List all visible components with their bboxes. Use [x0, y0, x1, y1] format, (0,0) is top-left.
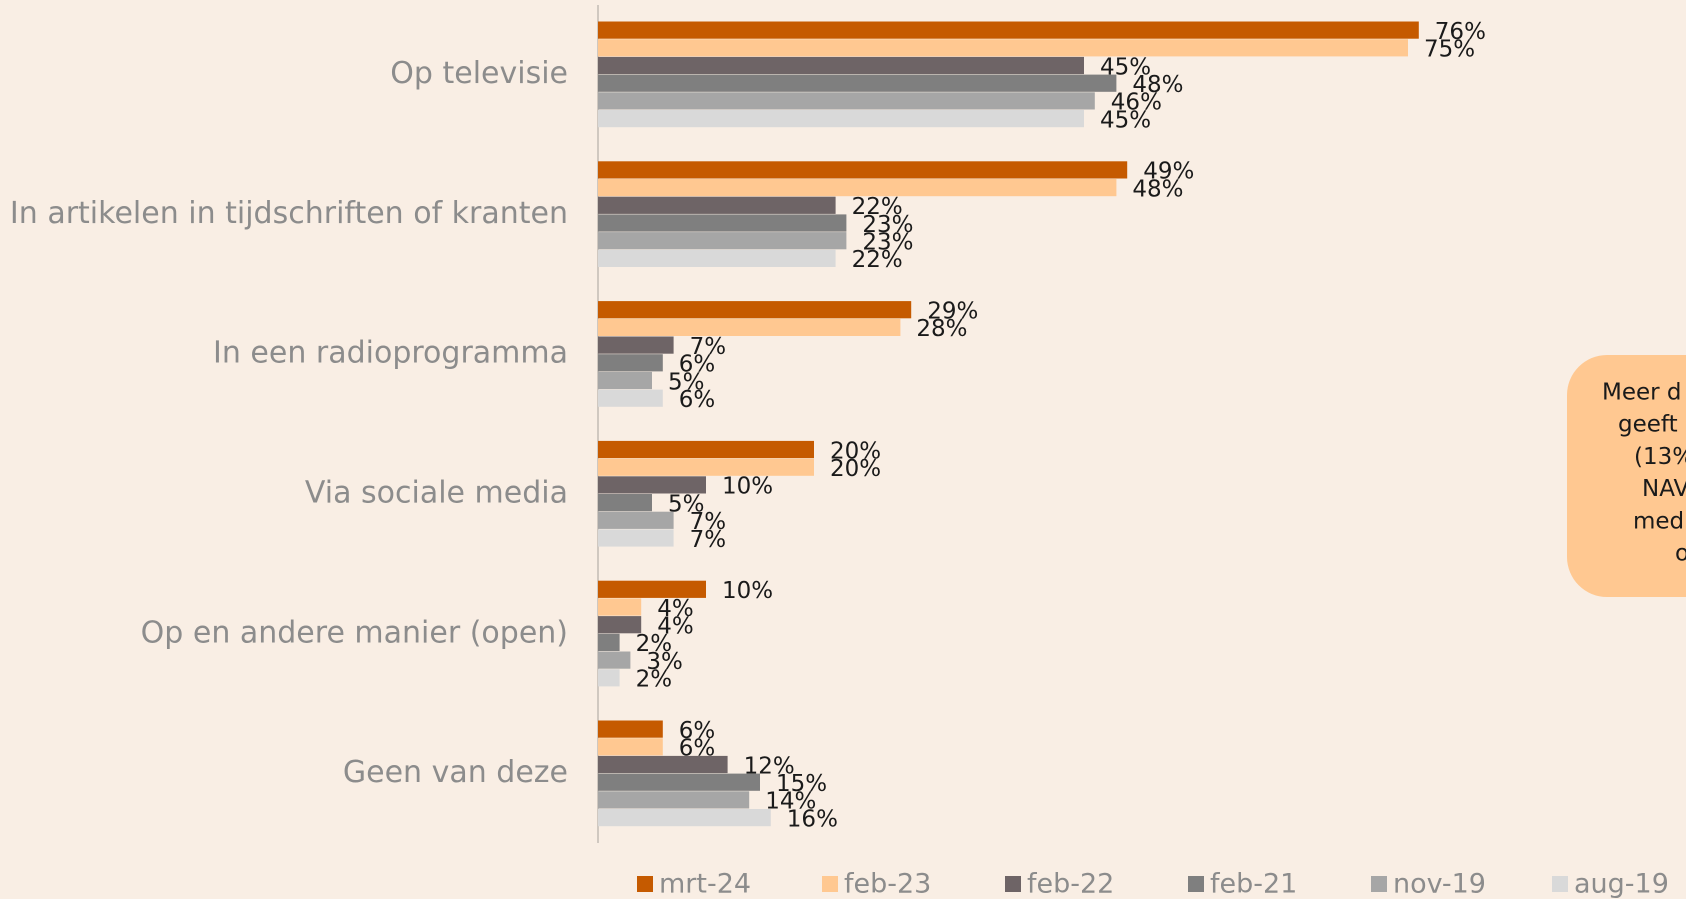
- bar: [598, 598, 642, 616]
- legend-label: mrt-24: [659, 869, 751, 899]
- category-label: Via sociale media: [305, 476, 568, 511]
- bar: [598, 755, 728, 774]
- value-label: 29%: [927, 298, 978, 324]
- value-label: 23%: [862, 212, 913, 238]
- value-label: 48%: [1132, 176, 1183, 202]
- value-label: 6%: [679, 387, 716, 413]
- bar: [598, 773, 760, 791]
- category-label: In een radioprogramma: [213, 336, 568, 371]
- bar: [598, 458, 814, 476]
- value-label: 76%: [1435, 19, 1486, 45]
- category-label: Geen van deze: [343, 755, 568, 790]
- legend-swatch: [1552, 876, 1568, 892]
- legend-swatch: [637, 876, 653, 892]
- bar: [598, 214, 847, 232]
- value-label: 48%: [1132, 72, 1183, 98]
- bar: [598, 738, 663, 756]
- value-label: 16%: [787, 806, 838, 832]
- bar: [598, 196, 836, 214]
- legend-swatch: [1005, 876, 1021, 892]
- value-label: 28%: [916, 316, 967, 342]
- category-label: Op en andere manier (open): [141, 615, 568, 650]
- bar: [598, 21, 1419, 39]
- bar: [598, 494, 652, 512]
- value-label: 5%: [668, 369, 705, 395]
- bar: [598, 161, 1128, 179]
- bar: [598, 809, 771, 827]
- value-label: 4%: [657, 596, 694, 622]
- value-label: 10%: [722, 578, 773, 604]
- value-label: 3%: [646, 649, 683, 675]
- bar: [598, 651, 631, 669]
- legend-label: nov-19: [1393, 869, 1486, 899]
- value-label: 15%: [776, 771, 827, 797]
- value-label: 2%: [636, 631, 673, 657]
- bar: [598, 580, 706, 598]
- legend-label: feb-21: [1210, 869, 1297, 899]
- bar: [598, 633, 620, 651]
- bar: [598, 440, 814, 459]
- callout-text: Meer d: [1602, 380, 1682, 406]
- value-label: 7%: [690, 527, 727, 553]
- bar: [598, 301, 912, 319]
- bar: [598, 39, 1408, 57]
- value-label: 75%: [1424, 37, 1475, 63]
- callout-text: o: [1675, 541, 1686, 567]
- value-label: 22%: [852, 247, 903, 273]
- bar: [598, 720, 663, 738]
- value-label: 5%: [668, 491, 705, 517]
- bar: [598, 318, 901, 336]
- bar: [598, 389, 663, 407]
- bar: [598, 56, 1084, 75]
- bar: [598, 511, 674, 529]
- callout-text: media: [1633, 508, 1686, 534]
- value-label: 23%: [862, 229, 913, 255]
- value-label: 46%: [1111, 90, 1162, 116]
- bar: [598, 476, 706, 494]
- bar: [598, 74, 1117, 92]
- legend-swatch: [1188, 876, 1204, 892]
- value-label: 14%: [765, 789, 816, 815]
- callout-text: NAV: [1642, 476, 1686, 502]
- value-label: 49%: [1143, 159, 1194, 185]
- value-label: 2%: [636, 667, 673, 693]
- bar: [598, 249, 836, 267]
- bar: [598, 110, 1084, 128]
- bar: [598, 616, 642, 634]
- legend-swatch: [822, 876, 838, 892]
- value-label: 6%: [679, 718, 716, 744]
- bar: [598, 529, 674, 547]
- value-label: 7%: [690, 334, 727, 360]
- value-label: 4%: [657, 613, 694, 639]
- legend-label: feb-22: [1027, 869, 1114, 899]
- callout-text: (13%: [1634, 444, 1686, 470]
- bar: [598, 371, 652, 390]
- value-label: 45%: [1100, 107, 1151, 133]
- value-label: 22%: [852, 194, 903, 220]
- bar: [598, 336, 674, 354]
- callout-box: [1567, 355, 1686, 597]
- category-label: In artikelen in tijdschriften of kranten: [10, 196, 568, 231]
- bar: [598, 232, 847, 250]
- bar: [598, 791, 750, 809]
- value-label: 20%: [830, 456, 881, 482]
- value-label: 10%: [722, 474, 773, 500]
- legend-label: feb-23: [844, 869, 931, 899]
- bar: [598, 354, 663, 372]
- category-label: Op televisie: [390, 56, 568, 91]
- bar: [598, 669, 620, 687]
- legend-label: aug-19: [1574, 869, 1669, 899]
- value-label: 7%: [690, 509, 727, 535]
- value-label: 6%: [679, 352, 716, 378]
- bar: [598, 92, 1095, 110]
- value-label: 20%: [830, 438, 881, 464]
- bar: [598, 179, 1117, 197]
- callout-text: geeft: [1618, 412, 1678, 438]
- legend-swatch: [1371, 876, 1387, 892]
